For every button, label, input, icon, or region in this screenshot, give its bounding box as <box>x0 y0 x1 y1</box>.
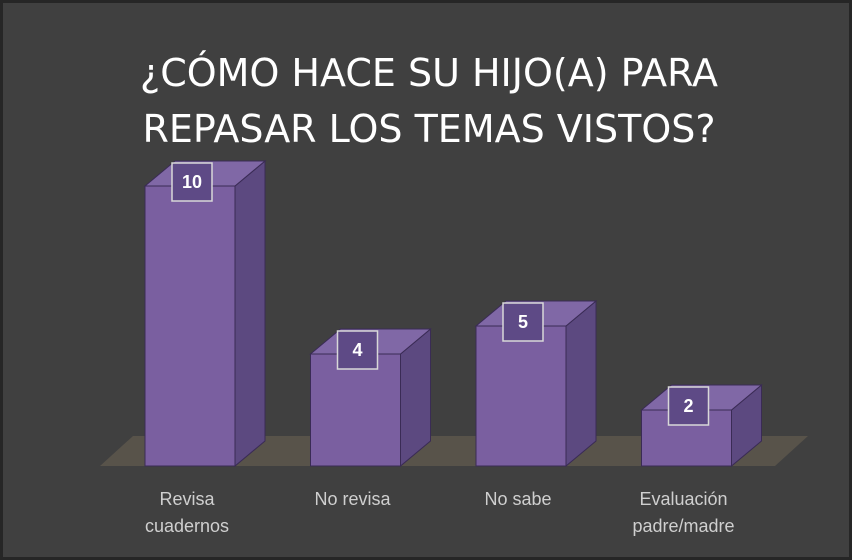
value-label: 5 <box>518 312 528 332</box>
value-label-box <box>171 162 213 202</box>
bar <box>310 353 401 467</box>
value-label: 10 <box>182 172 202 192</box>
x-tick-label: No sabe <box>484 489 552 509</box>
value-label-box <box>336 330 379 370</box>
floor <box>100 436 808 466</box>
bar-side <box>234 159 266 468</box>
value-label-box <box>502 302 544 342</box>
value-label: 2 <box>683 396 693 416</box>
x-tick-label: Revisa cuadernos <box>144 489 230 536</box>
value-label: 4 <box>352 340 362 360</box>
chart-title: ¿CÓMO HACE SU HIJO(A) PARA REPASAR LOS T… <box>140 51 718 151</box>
plot: 10 4 5 2 <box>100 159 808 468</box>
bar-side <box>565 299 597 468</box>
x-tick-label: Evaluación padre/madre <box>632 489 735 536</box>
bar <box>475 325 567 467</box>
value-label-box <box>667 386 710 426</box>
x-tick-label: No revisa <box>314 489 391 509</box>
bar <box>144 185 236 467</box>
